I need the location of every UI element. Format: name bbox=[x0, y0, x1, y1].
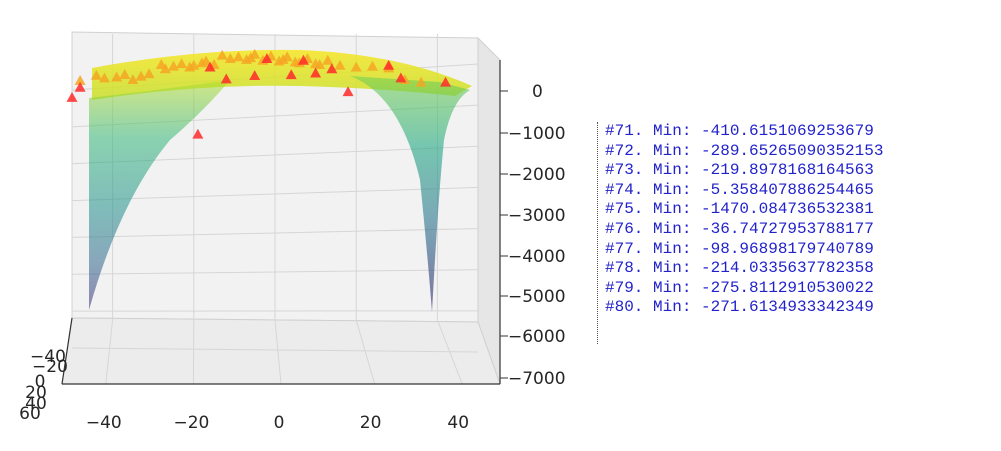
surface-right-well bbox=[350, 76, 470, 312]
marker-orange bbox=[366, 60, 378, 71]
x-tick-label: −20 bbox=[173, 413, 209, 433]
marker-red bbox=[249, 70, 261, 80]
surface-plot: −40 −20 0 20 40 0−1000−2000−3000−4000−5000−6… bbox=[19, 31, 566, 433]
marker-red bbox=[192, 128, 204, 139]
log-line: #72. Min: -289.65265090352153 bbox=[605, 141, 884, 160]
marker-orange bbox=[135, 70, 147, 81]
marker-orange bbox=[159, 63, 171, 74]
marker-orange bbox=[314, 59, 326, 69]
y-tick-label: 60 bbox=[19, 404, 41, 424]
grid-line-floor bbox=[105, 319, 114, 385]
optimizer-log: #71. Min: -410.6151069253679 #72. Min: -… bbox=[597, 122, 992, 344]
log-line: #71. Min: -410.6151069253679 bbox=[605, 122, 874, 140]
marker-red bbox=[204, 61, 216, 72]
marker-red bbox=[297, 54, 309, 65]
marker-orange bbox=[74, 75, 86, 85]
marker-orange bbox=[334, 59, 346, 70]
x-tick-label: 20 bbox=[360, 413, 382, 433]
log-line: #80. Min: -271.6134933342349 bbox=[605, 298, 874, 317]
grid-line-floor bbox=[355, 319, 376, 385]
y-tick-label: −20 bbox=[32, 357, 68, 377]
z-tick-label: −4000 bbox=[508, 247, 566, 267]
log-line: #77. Min: -98.96898179740789 bbox=[605, 239, 874, 258]
marker-orange bbox=[143, 68, 155, 79]
y-tick-label: 40 bbox=[25, 394, 47, 414]
x-tick-label: 0 bbox=[274, 413, 285, 433]
z-tick-label: −7000 bbox=[508, 369, 566, 389]
log-line: #76. Min: -36.74727953788177 bbox=[605, 219, 874, 238]
marker-red bbox=[395, 72, 407, 83]
grid-line-z bbox=[71, 269, 479, 275]
marker-orange bbox=[277, 53, 289, 64]
z-tick-label: −1000 bbox=[508, 124, 566, 144]
surface-left-well bbox=[89, 80, 230, 310]
marker-orange bbox=[90, 69, 102, 80]
marker-red bbox=[310, 67, 322, 78]
y-tick-label: 0 bbox=[35, 372, 46, 392]
marker-orange bbox=[168, 60, 179, 71]
log-line: #79. Min: -275.8112910530022 bbox=[605, 278, 874, 297]
marker-orange bbox=[98, 72, 110, 83]
marker-red bbox=[66, 92, 78, 102]
marker-red bbox=[74, 81, 86, 92]
y-tick-label: −40 bbox=[30, 347, 66, 367]
z-tick-label: −3000 bbox=[508, 206, 566, 226]
marker-orange bbox=[216, 49, 228, 60]
marker-orange bbox=[176, 58, 188, 69]
log-line: #75. Min: -1470.084736532381 bbox=[605, 200, 874, 219]
marker-orange bbox=[245, 52, 257, 63]
z-tick-label: 0 bbox=[532, 82, 543, 102]
log-line: #78. Min: -214.0335637782358 bbox=[605, 259, 874, 278]
marker-orange bbox=[232, 51, 244, 62]
marker-red bbox=[261, 53, 273, 63]
x-tick-label: −40 bbox=[86, 413, 122, 433]
log-line: #73. Min: -219.8978168164563 bbox=[605, 161, 874, 180]
y-axis-line bbox=[61, 317, 73, 385]
marker-red bbox=[220, 73, 232, 84]
x-tick-label: 40 bbox=[447, 413, 469, 433]
x-tick-labels: −40 −20 0 20 40 bbox=[86, 413, 469, 433]
log-line: #74. Min: -5.358407886254465 bbox=[605, 180, 874, 199]
marker-red bbox=[383, 59, 395, 70]
grid-line-z bbox=[71, 347, 479, 353]
surface-mesh bbox=[88, 49, 472, 408]
marker-red bbox=[326, 63, 338, 74]
marker-orange bbox=[322, 54, 334, 65]
marker-orange bbox=[119, 69, 131, 79]
marker-orange bbox=[224, 53, 236, 63]
marker-red bbox=[342, 86, 354, 97]
marker-orange bbox=[111, 71, 123, 82]
marker-orange bbox=[350, 61, 362, 72]
marker-orange bbox=[415, 76, 427, 87]
marker-red bbox=[285, 69, 297, 80]
sample-markers bbox=[66, 48, 452, 139]
marker-orange bbox=[200, 55, 212, 66]
z-tick-labels: 0 −1000 −2000 −3000 −4000 −5000 −6000 −7000 bbox=[500, 82, 566, 389]
grid-line-floor bbox=[274, 319, 282, 385]
z-tick-label: −5000 bbox=[508, 287, 566, 307]
marker-red bbox=[440, 76, 452, 87]
marker-orange bbox=[127, 74, 139, 85]
grid-line-z bbox=[71, 228, 479, 238]
y-tick-label: 20 bbox=[25, 383, 47, 403]
z-tick-label: −2000 bbox=[508, 165, 566, 185]
z-tick-label: −6000 bbox=[508, 327, 566, 347]
marker-orange bbox=[184, 61, 196, 72]
